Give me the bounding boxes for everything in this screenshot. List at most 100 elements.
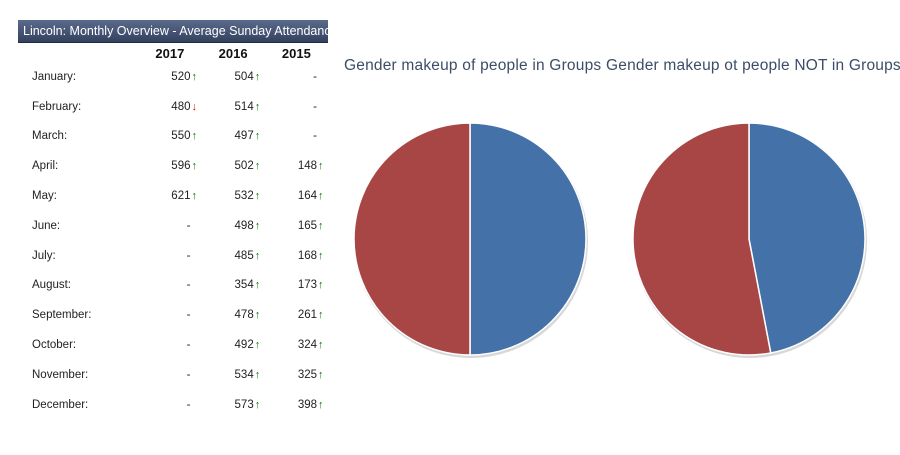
column-header-2016: 2016 — [218, 45, 248, 61]
arrow-up-icon: ↑ — [191, 70, 197, 83]
value-cell-2015: 324↑ — [265, 330, 328, 360]
attendance-value: - — [186, 368, 191, 381]
month-label: August: — [32, 279, 71, 292]
value-cell-2015: - — [265, 62, 328, 92]
arrow-up-icon: ↑ — [191, 190, 197, 203]
pie-chart-in-groups — [353, 122, 588, 358]
arrow-up-icon: ↑ — [254, 219, 261, 232]
pie-slice-1[interactable] — [632, 122, 772, 356]
arrow-up-icon: ↑ — [254, 130, 261, 143]
month-label: February: — [32, 100, 82, 113]
attendance-value: 532 — [234, 190, 254, 203]
table-row: March: 550↑ 497↑ - — [18, 122, 328, 152]
value-cell-2017: 480↓ — [138, 92, 201, 122]
value-cell-2017: 550↑ — [138, 122, 201, 152]
month-label: September: — [32, 309, 92, 322]
attendance-value: 498 — [234, 219, 254, 232]
attendance-value: - — [186, 339, 191, 352]
attendance-value: - — [186, 398, 191, 411]
panel-title: Lincoln: Monthly Overview - Average Sund… — [18, 20, 338, 43]
arrow-up-icon: ↑ — [254, 279, 261, 292]
attendance-value: - — [186, 219, 191, 232]
value-cell-2016: 534↑ — [201, 360, 264, 390]
arrow-up-icon: ↑ — [254, 100, 261, 113]
pie-chart-not-in-groups — [632, 122, 867, 358]
value-cell-2016: 573↑ — [201, 390, 264, 420]
attendance-value: 168 — [297, 249, 317, 262]
table-row: May: 621↑ 532↑ 164↑ — [18, 181, 328, 211]
value-cell-2015: - — [265, 92, 328, 122]
attendance-value: 502 — [234, 160, 254, 173]
value-cell-2016: 354↑ — [201, 271, 264, 301]
arrow-up-icon: ↑ — [318, 160, 324, 173]
arrow-up-icon: ↑ — [191, 130, 197, 143]
arrow-up-icon: ↑ — [318, 249, 324, 262]
table-row: January: 520↑ 504↑ - — [18, 62, 328, 92]
value-cell-2016: 492↑ — [201, 330, 264, 360]
month-label: June: — [32, 219, 61, 232]
table-row: June: -498↑ 165↑ — [18, 211, 328, 241]
value-cell-2015: 261↑ — [265, 300, 328, 330]
value-cell-2017: 596↑ — [138, 151, 201, 181]
attendance-value: 165 — [297, 219, 317, 232]
attendance-value: - — [186, 279, 191, 292]
pie-slice-0[interactable] — [469, 122, 587, 356]
value-cell-2017: - — [138, 241, 201, 271]
value-cell-2017: - — [138, 211, 201, 241]
arrow-up-icon: ↑ — [318, 219, 324, 232]
value-cell-2016: 502↑ — [201, 151, 264, 181]
value-cell-2016: 504↑ — [201, 62, 264, 92]
attendance-value: 596 — [171, 160, 191, 173]
arrow-up-icon: ↑ — [254, 339, 261, 352]
attendance-value: 398 — [297, 398, 317, 411]
month-label: April: — [32, 160, 59, 173]
value-cell-2016: 497↑ — [201, 122, 264, 152]
month-column-header — [18, 44, 138, 62]
pie-slice-1[interactable] — [353, 122, 471, 356]
value-cell-2017: - — [138, 300, 201, 330]
table-row: September: -478↑ 261↑ — [18, 300, 328, 330]
attendance-value: 497 — [234, 130, 254, 143]
value-cell-2016: 514↑ — [201, 92, 264, 122]
month-label: July: — [32, 249, 56, 262]
value-cell-2017: 621↑ — [138, 181, 201, 211]
month-label: December: — [32, 398, 89, 411]
arrow-up-icon: ↑ — [254, 249, 261, 262]
pie-slice-0[interactable] — [748, 122, 866, 354]
month-label: November: — [32, 368, 89, 381]
value-cell-2016: 485↑ — [201, 241, 264, 271]
value-cell-2015: 398↑ — [265, 390, 328, 420]
table-row: November: -534↑ 325↑ — [18, 360, 328, 390]
arrow-up-icon: ↑ — [318, 368, 324, 381]
attendance-value: 514 — [234, 100, 254, 113]
attendance-value: 485 — [234, 249, 254, 262]
arrow-up-icon: ↑ — [318, 339, 324, 352]
month-label: May: — [32, 190, 57, 203]
attendance-value: 504 — [234, 70, 254, 83]
attendance-value: 550 — [171, 130, 191, 143]
value-cell-2016: 532↑ — [201, 181, 264, 211]
attendance-value: 520 — [171, 70, 191, 83]
arrow-down-icon: ↓ — [191, 100, 197, 113]
value-cell-2015: 173↑ — [265, 271, 328, 301]
month-label: October: — [32, 339, 77, 352]
attendance-value: 324 — [297, 339, 317, 352]
value-cell-2015: 148↑ — [265, 151, 328, 181]
value-cell-2017: - — [138, 390, 201, 420]
table-header-row: 2017 2016 2015 — [18, 44, 328, 62]
value-cell-2015: 164↑ — [265, 181, 328, 211]
attendance-value: 261 — [297, 309, 317, 322]
value-cell-2015: - — [265, 122, 328, 152]
arrow-up-icon: ↑ — [254, 368, 261, 381]
attendance-value: - — [186, 249, 191, 262]
attendance-value: 354 — [234, 279, 254, 292]
arrow-up-icon: ↑ — [191, 160, 197, 173]
attendance-table: 2017 2016 2015 January: 520↑ 504↑ - February… — [18, 44, 328, 420]
arrow-up-icon: ↑ — [254, 190, 261, 203]
attendance-value: 480 — [171, 100, 191, 113]
table-row: August: -354↑ 173↑ — [18, 271, 328, 301]
table-row: July: -485↑ 168↑ — [18, 241, 328, 271]
arrow-up-icon: ↑ — [318, 190, 324, 203]
attendance-panel: Lincoln: Monthly Overview - Average Sund… — [18, 20, 338, 420]
attendance-value: - — [313, 130, 317, 143]
